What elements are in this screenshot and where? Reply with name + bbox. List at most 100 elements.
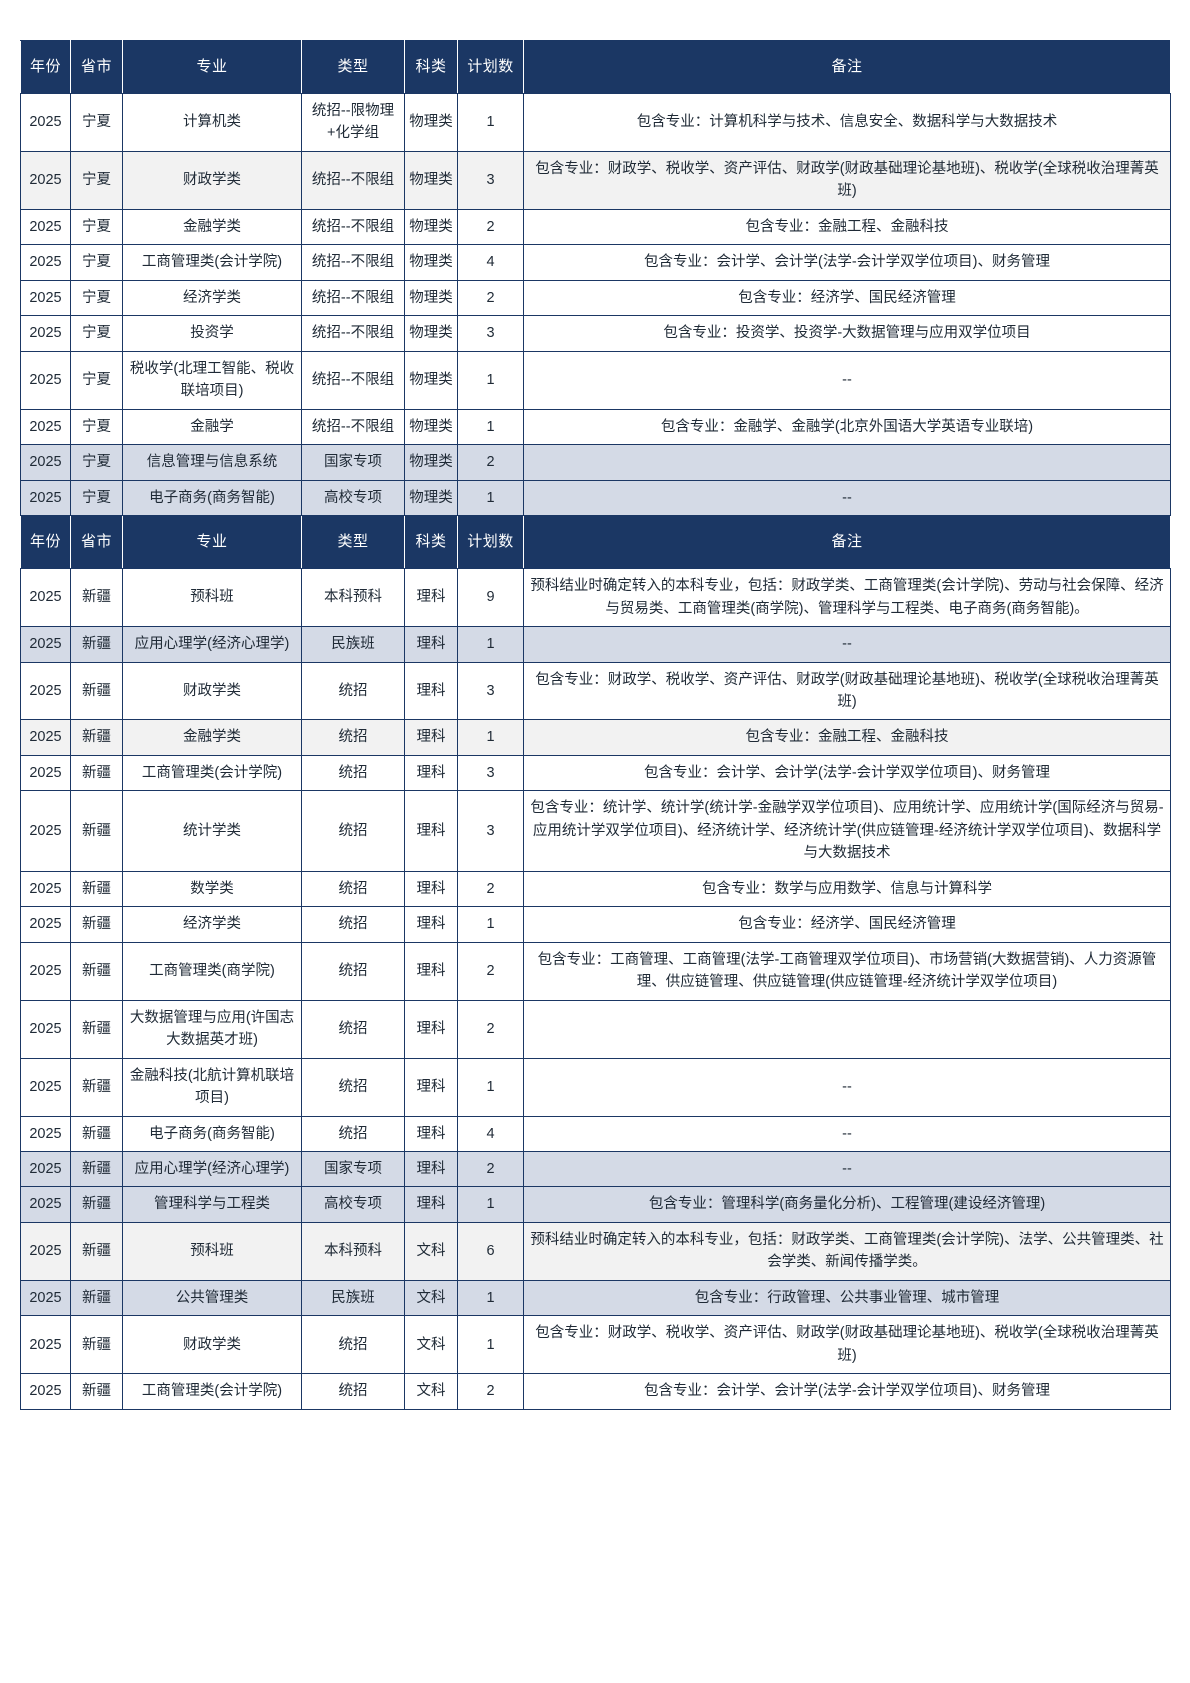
cell-subject: 理科 <box>404 1115 458 1153</box>
table-row: 2025 宁夏 财政学类 统招--不限组 物理类 3 包含专业：财政学、税收学、资产评估、财… <box>20 150 1171 210</box>
column-header-4: 科类 <box>404 40 458 94</box>
table-row: 2025 新疆 金融学类 统招 理科 1 包含专业：金融工程、金融科技 <box>20 719 1171 756</box>
cell-type: 统招 <box>301 870 405 908</box>
cell-type: 统招 <box>301 719 405 756</box>
cell-major: 电子商务(商务智能) <box>122 1115 302 1153</box>
cell-remark: 包含专业：投资学、投资学-大数据管理与应用双学位项目 <box>523 315 1171 352</box>
cell-major: 工商管理类(会计学院) <box>122 244 302 281</box>
cell-count: 2 <box>457 999 524 1059</box>
cell-province: 新疆 <box>70 1221 123 1281</box>
cell-count: 1 <box>457 1186 524 1223</box>
column-header-0: 年份 <box>20 515 71 570</box>
cell-major: 金融学类 <box>122 208 302 246</box>
column-header-6: 备注 <box>523 40 1171 94</box>
table-row: 2025 宁夏 信息管理与信息系统 国家专项 物理类 2 <box>20 444 1171 481</box>
cell-count: 1 <box>457 93 524 152</box>
cell-year: 2025 <box>20 719 71 756</box>
cell-remark: 包含专业：行政管理、公共事业管理、城市管理 <box>523 1279 1171 1317</box>
cell-province: 新疆 <box>70 568 123 628</box>
cell-type: 民族班 <box>301 626 405 663</box>
cell-subject: 理科 <box>404 790 458 872</box>
cell-type: 统招--不限组 <box>301 208 405 246</box>
cell-province: 新疆 <box>70 1057 123 1117</box>
cell-major: 工商管理类(商学院) <box>122 941 302 1001</box>
cell-year: 2025 <box>20 479 71 517</box>
cell-subject: 物理类 <box>404 244 458 281</box>
cell-count: 1 <box>457 408 524 446</box>
cell-major: 经济学类 <box>122 279 302 317</box>
cell-count: 2 <box>457 941 524 1001</box>
cell-major: 应用心理学(经济心理学) <box>122 1150 302 1188</box>
cell-subject: 理科 <box>404 906 458 943</box>
cell-year: 2025 <box>20 1186 71 1223</box>
cell-major: 金融学类 <box>122 719 302 756</box>
cell-province: 新疆 <box>70 906 123 943</box>
cell-remark: -- <box>523 626 1171 663</box>
cell-count: 1 <box>457 906 524 943</box>
table-row: 2025 宁夏 经济学类 统招--不限组 物理类 2 包含专业：经济学、国民经济管理 <box>20 279 1171 317</box>
cell-province: 新疆 <box>70 1279 123 1317</box>
cell-count: 3 <box>457 790 524 872</box>
cell-type: 国家专项 <box>301 1150 405 1188</box>
cell-major: 财政学类 <box>122 1315 302 1375</box>
table-row: 2025 宁夏 电子商务(商务智能) 高校专项 物理类 1 -- <box>20 479 1171 517</box>
cell-year: 2025 <box>20 1279 71 1317</box>
cell-remark: 预科结业时确定转入的本科专业，包括：财政学类、工商管理类(会计学院)、劳动与社会… <box>523 568 1171 628</box>
cell-year: 2025 <box>20 1373 71 1410</box>
table-row: 2025 新疆 管理科学与工程类 高校专项 理科 1 包含专业：管理科学(商务量化分析)、工… <box>20 1186 1171 1223</box>
cell-subject: 物理类 <box>404 408 458 446</box>
table-row: 2025 宁夏 金融学 统招--不限组 物理类 1 包含专业：金融学、金融学(北京外国语大学… <box>20 408 1171 446</box>
cell-major: 电子商务(商务智能) <box>122 479 302 517</box>
cell-remark: 包含专业：统计学、统计学(统计学-金融学双学位项目)、应用统计学、应用统计学(国… <box>523 790 1171 872</box>
cell-count: 1 <box>457 479 524 517</box>
column-header-5: 计划数 <box>457 40 524 94</box>
cell-remark: -- <box>523 350 1171 410</box>
cell-remark: 包含专业：财政学、税收学、资产评估、财政学(财政基础理论基地班)、税收学(全球税… <box>523 150 1171 210</box>
column-header-2: 专业 <box>122 515 302 570</box>
cell-year: 2025 <box>20 870 71 908</box>
cell-type: 高校专项 <box>301 1186 405 1223</box>
cell-type: 统招--不限组 <box>301 350 405 410</box>
cell-remark: -- <box>523 1115 1171 1153</box>
cell-province: 宁夏 <box>70 479 123 517</box>
cell-count: 1 <box>457 626 524 663</box>
table-row: 2025 新疆 公共管理类 民族班 文科 1 包含专业：行政管理、公共事业管理、城市管理 <box>20 1279 1171 1317</box>
cell-count: 1 <box>457 1279 524 1317</box>
cell-year: 2025 <box>20 790 71 872</box>
cell-remark: -- <box>523 1150 1171 1188</box>
cell-count: 2 <box>457 444 524 481</box>
cell-year: 2025 <box>20 626 71 663</box>
cell-subject: 理科 <box>404 754 458 792</box>
cell-major: 金融科技(北航计算机联培项目) <box>122 1057 302 1117</box>
cell-major: 金融学 <box>122 408 302 446</box>
cell-remark: 包含专业：会计学、会计学(法学-会计学双学位项目)、财务管理 <box>523 754 1171 792</box>
column-header-3: 类型 <box>301 40 405 94</box>
cell-type: 国家专项 <box>301 444 405 481</box>
cell-remark: 包含专业：金融学、金融学(北京外国语大学英语专业联培) <box>523 408 1171 446</box>
admission-plan-page: 年份 省市 专业 类型 科类 计划数 备注 2025 宁夏 计算机类 统招--限物理+化学组 物理类 1… <box>20 40 1171 1410</box>
cell-province: 新疆 <box>70 941 123 1001</box>
cell-year: 2025 <box>20 444 71 481</box>
cell-province: 宁夏 <box>70 93 123 152</box>
cell-province: 新疆 <box>70 754 123 792</box>
table-row: 2025 新疆 工商管理类(会计学院) 统招 理科 3 包含专业：会计学、会计学(法学-会计… <box>20 754 1171 792</box>
cell-count: 3 <box>457 754 524 792</box>
cell-province: 新疆 <box>70 999 123 1059</box>
cell-count: 4 <box>457 244 524 281</box>
cell-province: 宁夏 <box>70 315 123 352</box>
cell-year: 2025 <box>20 1150 71 1188</box>
cell-province: 新疆 <box>70 870 123 908</box>
cell-major: 信息管理与信息系统 <box>122 444 302 481</box>
cell-major: 经济学类 <box>122 906 302 943</box>
cell-count: 2 <box>457 870 524 908</box>
cell-year: 2025 <box>20 661 71 721</box>
cell-count: 2 <box>457 1150 524 1188</box>
table-row: 2025 新疆 统计学类 统招 理科 3 包含专业：统计学、统计学(统计学-金融学双学位项目… <box>20 790 1171 872</box>
cell-province: 宁夏 <box>70 150 123 210</box>
column-header-1: 省市 <box>70 40 123 94</box>
table-row: 2025 宁夏 计算机类 统招--限物理+化学组 物理类 1 包含专业：计算机科学与技术、信… <box>20 93 1171 152</box>
table-row: 2025 新疆 工商管理类(商学院) 统招 理科 2 包含专业：工商管理、工商管理(法学-工… <box>20 941 1171 1001</box>
column-header-6: 备注 <box>523 515 1171 570</box>
table-row: 2025 新疆 预科班 本科预科 文科 6 预科结业时确定转入的本科专业，包括：财政学类、工… <box>20 1221 1171 1281</box>
cell-remark: 包含专业：管理科学(商务量化分析)、工程管理(建设经济管理) <box>523 1186 1171 1223</box>
